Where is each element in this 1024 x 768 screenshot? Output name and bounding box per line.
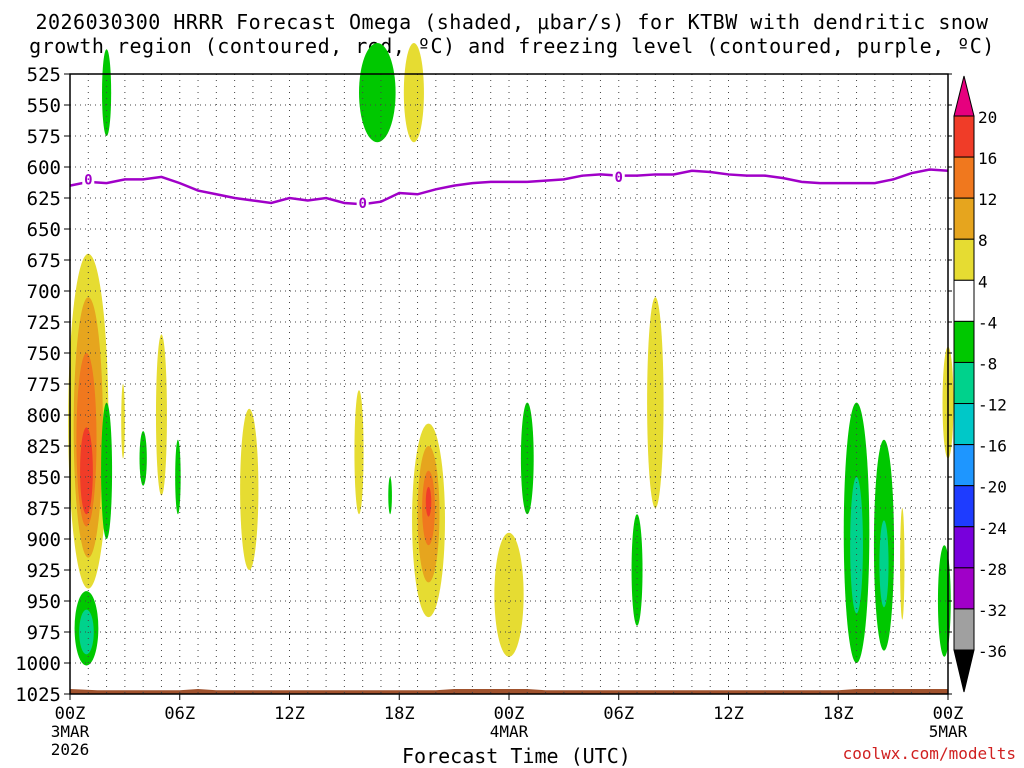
x-tick-label: 12Z (274, 704, 305, 724)
omega-cell (121, 384, 125, 459)
y-tick-label: 600 (27, 157, 61, 179)
freezing-level-label: 0 (615, 170, 623, 186)
omega-shading (68, 43, 954, 666)
omega-cell (80, 427, 93, 515)
colorbar-label: 16 (978, 149, 997, 168)
omega-cell (850, 477, 863, 614)
y-tick-label: 975 (27, 622, 61, 644)
omega-cell (79, 609, 94, 655)
colorbar-label: -32 (978, 601, 1007, 620)
colorbar-label: -24 (978, 519, 1007, 538)
y-tick-label: 1025 (15, 684, 61, 706)
freezing-level-label: 0 (84, 172, 92, 188)
x-tick-year: 2026 (51, 740, 90, 759)
y-tick-label: 800 (27, 405, 61, 427)
y-tick-label: 525 (27, 64, 61, 86)
x-axis-label: Forecast Time (UTC) (402, 744, 631, 768)
colorbar-band (953, 567, 975, 610)
omega-cell (900, 508, 905, 620)
colorbar-band (953, 485, 975, 528)
freezing-level-label: 0 (358, 196, 366, 212)
y-tick-label: 625 (27, 188, 61, 210)
colorbar-band (953, 238, 975, 281)
omega-cell (879, 520, 889, 608)
colorbar-bottom-arrow (953, 649, 975, 693)
x-tick-label: 00Z (55, 704, 86, 724)
contour-label-bg (612, 168, 625, 185)
omega-cell (155, 334, 167, 496)
colorbar-label: -28 (978, 560, 1007, 579)
x-tick-label: 18Z (823, 704, 854, 724)
y-tick-label: 925 (27, 560, 61, 582)
colorbar-label: -4 (978, 313, 997, 332)
omega-cell (403, 43, 424, 143)
colorbar-label: 20 (978, 108, 997, 127)
omega-cell (388, 477, 392, 515)
y-tick-label: 850 (27, 467, 61, 489)
colorbar-top-arrow (953, 75, 975, 117)
colorbar-label: -12 (978, 396, 1007, 415)
colorbar-label: -8 (978, 354, 997, 373)
omega-cell (354, 390, 364, 515)
omega-cell (240, 408, 259, 570)
y-tick-label: 900 (27, 529, 61, 551)
omega-cell (359, 43, 396, 143)
colorbar: 20 16 12 8 4 -4 -8 -12 -16 -20 -24 -28 -32 -36 (953, 75, 1007, 693)
y-tick-label: 650 (27, 219, 61, 241)
freezing-level-line (69, 168, 949, 206)
grid-lines (70, 73, 948, 695)
omega-cell (631, 514, 643, 626)
omega-cell (647, 297, 664, 508)
x-tick-date: 3MAR (51, 722, 90, 741)
y-tick-label: 825 (27, 436, 61, 458)
omega-cell (494, 532, 524, 657)
y-tick-label: 775 (27, 374, 61, 396)
y-tick-label: 875 (27, 498, 61, 520)
x-tick-label: 00Z (933, 704, 964, 724)
x-tick-label: 00Z (494, 704, 525, 724)
x-tick-label: 12Z (713, 704, 744, 724)
contour-label-bg (82, 171, 95, 188)
site-credit: coolwx.com/modelts (842, 744, 1016, 763)
x-tick-label: 06Z (164, 704, 195, 724)
y-tick-label: 575 (27, 126, 61, 148)
colorbar-band (953, 115, 975, 158)
colorbar-band (953, 403, 975, 446)
colorbar-label: -16 (978, 437, 1007, 456)
contour-label-bg (356, 194, 369, 211)
chart-title-line-1: 2026030300 HRRR Forecast Omega (shaded, … (35, 10, 989, 34)
colorbar-band (953, 279, 975, 322)
y-tick-label: 950 (27, 591, 61, 613)
x-tick-label: 06Z (603, 704, 634, 724)
colorbar-band (953, 608, 975, 651)
axes: 525 550 575 600 625 650 675 700 725 750 775 800 825 8… (15, 64, 967, 759)
colorbar-band (953, 156, 975, 199)
colorbar-band (953, 361, 975, 405)
y-tick-label: 750 (27, 343, 61, 365)
x-tick-date: 5MAR (929, 722, 968, 741)
omega-cell (425, 486, 432, 517)
y-tick-label: 700 (27, 281, 61, 303)
chart-title-line-2: growth region (contoured, red, ºC) and f… (29, 34, 995, 58)
colorbar-label: 8 (978, 231, 988, 250)
y-tick-label: 550 (27, 95, 61, 117)
colorbar-label: 12 (978, 190, 997, 209)
colorbar-band (953, 197, 975, 240)
x-tick-date: 4MAR (490, 722, 529, 741)
y-tick-label: 725 (27, 312, 61, 334)
colorbar-band (953, 526, 975, 569)
x-tick-label: 18Z (384, 704, 415, 724)
freezing-level-contour: 0 0 0 (69, 168, 949, 212)
colorbar-label: -20 (978, 478, 1007, 497)
y-tick-label: 675 (27, 250, 61, 272)
y-tick-label: 1000 (15, 653, 61, 675)
colorbar-label: 4 (978, 272, 988, 291)
colorbar-label: -36 (978, 642, 1007, 661)
colorbar-band (953, 444, 975, 487)
colorbar-band (953, 320, 975, 363)
